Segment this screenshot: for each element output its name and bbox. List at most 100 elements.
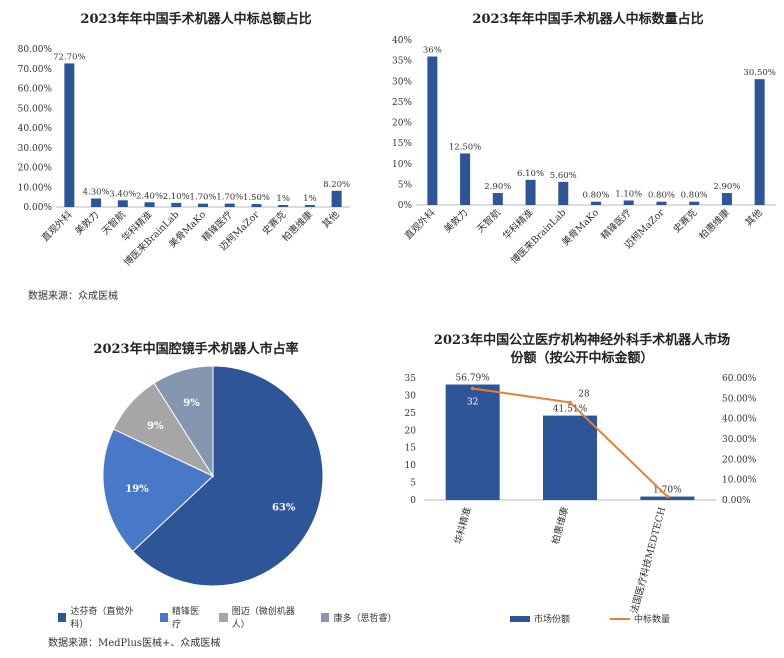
x-tick-label: 史赛克 — [671, 206, 700, 235]
line-point — [470, 386, 475, 391]
y-tick-label: 40.00% — [18, 124, 53, 134]
pie-legend: 达芬奇（直觉外科） 精锋医疗 图迈（微创机器人） 康多（思哲睿） — [58, 604, 397, 630]
y-tick-label: 10% — [392, 160, 412, 170]
bar — [492, 193, 503, 205]
data-label: 0.80% — [681, 191, 708, 201]
right-y-tick-label: 30.00% — [722, 435, 757, 445]
y-tick-label: 80.00% — [18, 45, 53, 55]
pie-chart-laparoscopic: 63% 19% 9% 9% — [102, 365, 324, 587]
source-note: 数据来源：众成医械 — [28, 291, 118, 302]
legend-swatch — [321, 612, 330, 622]
line-data-label: 28 — [578, 389, 590, 399]
bar — [689, 201, 700, 205]
x-tick-label: 其他 — [743, 206, 765, 228]
data-label: 3.40% — [109, 189, 136, 199]
data-label: 1.70% — [189, 193, 216, 203]
y-tick-label: 50.00% — [18, 104, 53, 114]
bar — [623, 200, 634, 205]
bar — [117, 200, 128, 207]
legend-label: 精锋医疗 — [172, 607, 200, 630]
combo-legend: 市场份额 中标数量 — [510, 612, 670, 625]
legend-item: 达芬奇（直觉外科） — [58, 604, 146, 630]
bar — [64, 63, 75, 208]
legend-item: 康多（思哲睿） — [321, 611, 397, 624]
y-tick-label: 30% — [392, 77, 412, 87]
left-y-tick-label: 0 — [410, 496, 416, 506]
y-tick-label: 30.00% — [18, 144, 53, 154]
chart-title: 2023年年中国手术机器人中标总额占比 — [80, 12, 312, 27]
y-tick-label: 40% — [392, 36, 412, 46]
x-tick-label: 博医来BrainLab — [508, 207, 568, 267]
x-tick-label: 直观外科 — [402, 206, 438, 242]
y-tick-label: 35% — [392, 57, 412, 67]
legend-swatch — [159, 612, 169, 622]
pie-slice — [153, 365, 214, 478]
left-y-tick-label: 5 — [410, 479, 416, 489]
legend-label: 市场份额 — [534, 615, 571, 625]
bar-chart-count-share: 0% 5% 10% 15% 20% 25% 30% 35% 40% 36% 直观外科 12.50% 美敦… — [392, 36, 776, 267]
bar — [460, 153, 471, 205]
pie-slice — [132, 365, 324, 587]
x-tick-label: 柏惠维康 — [280, 208, 316, 244]
chart-title: 2023年中国公立医疗机构神经外科手术机器人市场份额（按公开中标金额） — [433, 333, 731, 366]
left-y-tick-label: 30 — [405, 391, 417, 401]
slice-label: 9% — [183, 398, 200, 409]
data-label: 1.70% — [216, 193, 243, 203]
left-y-tick-label: 15 — [405, 444, 417, 454]
chart-panel-neuro-share: 2023年中国公立医疗机构神经外科手术机器人市场份额（按公开中标金额） 0 5 10… — [392, 330, 784, 658]
left-y-tick-label: 25 — [405, 409, 417, 419]
x-tick-label: 天智航 — [474, 206, 503, 235]
chart-title: 2023年年中国手术机器人中标数量占比 — [472, 12, 704, 27]
right-y-tick-label: 60.00% — [722, 374, 757, 384]
legend-item: 市场份额 — [510, 612, 570, 625]
left-y-tick-label: 35 — [405, 374, 417, 384]
bar — [224, 203, 235, 207]
bar — [427, 56, 438, 205]
left-y-tick-label: 10 — [405, 461, 417, 471]
x-tick-label: 华科精准 — [452, 505, 474, 545]
source-note: 数据来源：MedPlus医械+、众成医械 — [48, 638, 221, 649]
slice-label: 63% — [272, 503, 296, 514]
data-label: 2.10% — [163, 192, 190, 202]
line-point — [665, 494, 670, 499]
data-label: 5.60% — [550, 171, 577, 181]
data-label: 0.80% — [582, 191, 609, 201]
x-tick-label: 美敦力 — [442, 207, 471, 236]
data-label: 36% — [423, 46, 442, 56]
x-tick-label: 法国医疗科技MEDTECH — [628, 506, 668, 615]
data-label: 2.90% — [484, 182, 511, 192]
chart-panel-total-share: 2023年年中国手术机器人中标总额占比 0.00% 10.00% 20.00% 30.… — [0, 0, 392, 300]
bar — [171, 202, 182, 207]
legend-label: 达芬奇（直觉外科） — [70, 607, 134, 630]
y-tick-label: 25% — [392, 98, 412, 108]
data-label: 1.10% — [615, 189, 642, 199]
bar-data-label: 1.70% — [653, 486, 682, 496]
bar-chart-total-share: 0.00% 10.00% 20.00% 30.00% 40.00% 50.00% 60.00… — [18, 45, 350, 269]
slice-label: 9% — [147, 421, 164, 432]
y-tick-label: 0.00% — [23, 203, 52, 213]
bar — [558, 181, 569, 205]
x-tick-label: 直观外科 — [39, 208, 75, 244]
y-tick-label: 10.00% — [18, 183, 53, 193]
chart-title: 2023年中国腔镜手术机器人市占率 — [93, 342, 299, 357]
legend-label: 康多（思哲睿） — [333, 613, 397, 624]
bar — [144, 202, 155, 207]
data-label: 30.50% — [743, 68, 775, 78]
line-point — [568, 400, 572, 405]
legend-swatch — [510, 615, 530, 622]
chart-panel-laparoscopic-share: 2023年中国腔镜手术机器人市占率 63% 19% 9% 9% 达芬奇（直觉外科） 精锋… — [0, 330, 397, 658]
legend-swatch — [219, 612, 228, 622]
data-label: 8.20% — [323, 180, 350, 190]
bar — [754, 79, 765, 205]
bar — [721, 193, 732, 205]
y-tick-label: 20.00% — [18, 164, 53, 174]
y-tick-label: 70.00% — [18, 65, 53, 75]
bar — [591, 201, 601, 205]
slice-label: 19% — [125, 484, 149, 495]
bar — [543, 415, 597, 500]
chart-panel-count-share: 2023年年中国手术机器人中标数量占比 0% 5% 10% 15% 20% 25% 30% 3… — [392, 0, 784, 300]
bar — [445, 384, 500, 500]
bar — [91, 198, 102, 207]
legend-swatch — [58, 612, 67, 622]
legend-item: 精锋医疗 — [159, 604, 206, 630]
